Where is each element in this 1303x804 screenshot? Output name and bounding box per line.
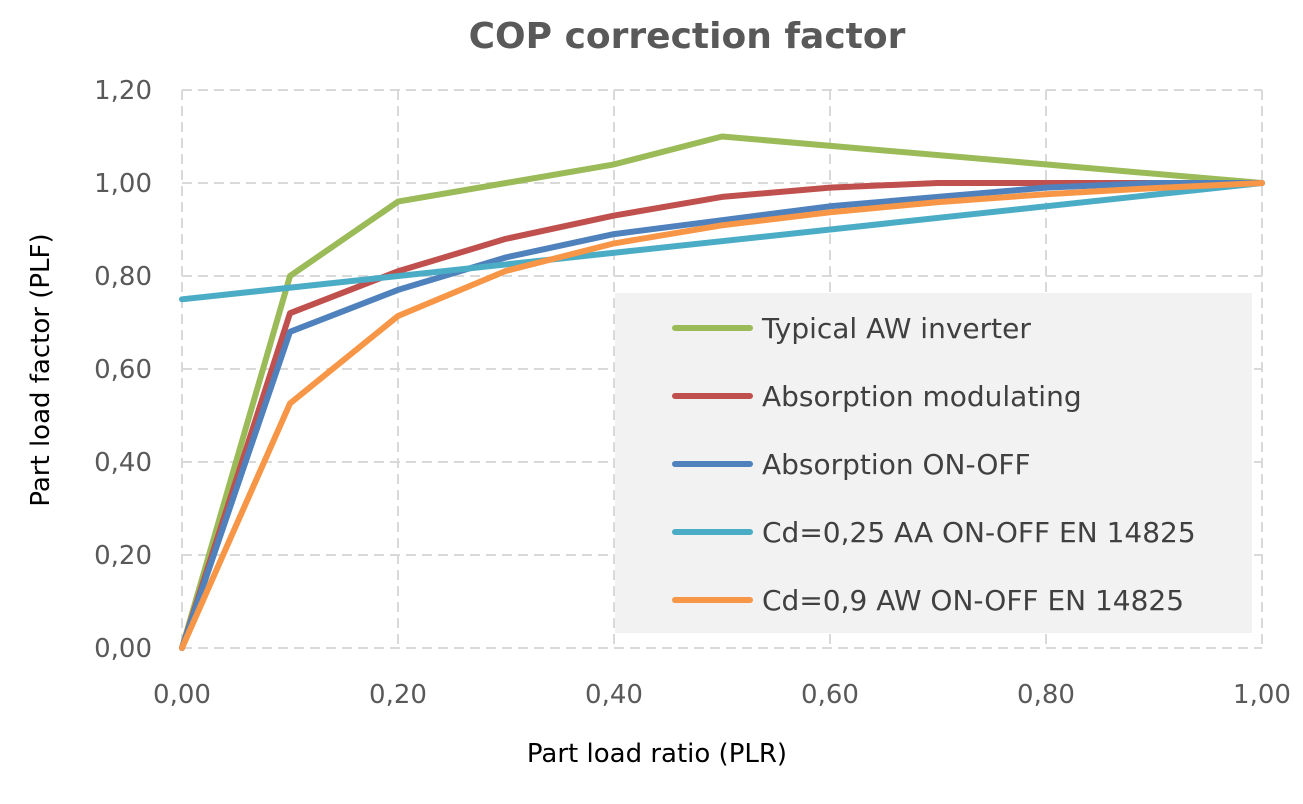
series-line-4	[179, 180, 1265, 303]
y-tick-label: 0,60	[94, 355, 152, 385]
series-line-2	[179, 180, 1265, 651]
x-tick-label: 0,40	[585, 680, 643, 710]
series-line-1	[179, 133, 1265, 651]
x-axis-label: Part load ratio (PLR)	[527, 739, 787, 769]
y-tick-label: 1,00	[94, 169, 152, 199]
series-line-5	[179, 180, 1265, 651]
legend: Typical AW inverter Absorption modulating…	[615, 293, 1252, 633]
x-tick-label: 0,00	[153, 680, 211, 710]
y-tick-label: 0,00	[94, 634, 152, 664]
x-tick-label: 0,80	[1017, 680, 1075, 710]
y-tick-label: 0,80	[94, 262, 152, 292]
chart-title: COP correction factor	[469, 16, 906, 57]
x-tick-label: 0,20	[369, 680, 427, 710]
y-tick-label: 0,40	[94, 448, 152, 478]
y-tick-label: 1,20	[94, 76, 152, 106]
series-lines	[179, 133, 1265, 651]
y-tick-label: 0,20	[94, 541, 152, 571]
legend-label: Absorption modulating	[762, 380, 1082, 413]
series-line-3	[179, 180, 1265, 651]
x-tick-label: 1,00	[1233, 680, 1291, 710]
x-tick-label: 0,60	[801, 680, 859, 710]
legend-label: Absorption ON-OFF	[762, 448, 1031, 481]
tick-labels: 0,00 0,20 0,40 0,60 0,80 1,00 1,20 0,00 0,20 0,40…	[94, 76, 1291, 710]
legend-label: Cd=0,9 AW ON-OFF EN 14825	[762, 584, 1184, 617]
y-axis-label: Part load factor (PLF)	[26, 233, 56, 506]
legend-label: Typical AW inverter	[761, 312, 1031, 345]
legend-label: Cd=0,25 AA ON-OFF EN 14825	[762, 516, 1196, 549]
